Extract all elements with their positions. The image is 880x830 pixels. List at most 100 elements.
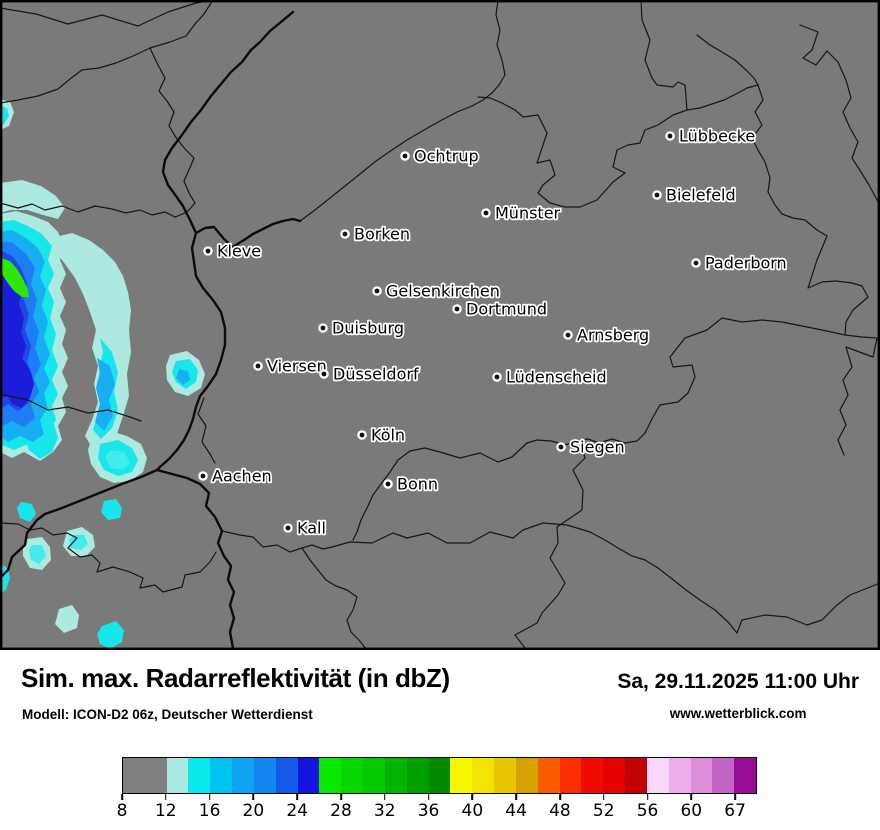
city-dot — [342, 231, 348, 237]
legend-tick-label-16: 16 — [198, 801, 221, 821]
city-marker-duisburg: Duisburg — [318, 317, 406, 339]
city-dot — [200, 473, 206, 479]
legend-tick-label-36: 36 — [417, 801, 440, 821]
city-dot — [693, 260, 699, 266]
city-marker-viersen: Viersen — [253, 355, 328, 377]
city-dot — [321, 371, 327, 377]
legend-segment-42 — [494, 758, 516, 793]
city-label-bonn: Bonn — [397, 475, 438, 494]
city-label-borken: Borken — [354, 225, 410, 244]
city-marker-gelsenkirchen: Gelsenkirchen — [372, 280, 502, 302]
city-marker-luedenscheid: Lüdenscheid — [492, 366, 608, 388]
country-borders — [0, 10, 302, 650]
legend-segment-56 — [646, 758, 669, 793]
legend-segment-44 — [515, 758, 538, 793]
legend-segment-16 — [210, 758, 233, 793]
city-dot — [565, 332, 571, 338]
legend-tick — [340, 794, 342, 800]
legend-segment-28 — [341, 758, 364, 793]
legend-tick — [427, 794, 430, 800]
city-dot — [205, 248, 211, 254]
city-dot — [255, 363, 261, 369]
legend-tick-label-56: 56 — [636, 801, 659, 821]
legend-segment-54 — [625, 758, 647, 793]
city-label-koeln: Köln — [371, 426, 405, 445]
legend-segment-32 — [384, 758, 407, 793]
city-label-muenster: Münster — [495, 204, 561, 223]
legend-tick-label-32: 32 — [373, 801, 396, 821]
legend-segment-40 — [472, 758, 495, 793]
model-info: Modell: ICON-D2 06z, Deutscher Wetterdie… — [22, 707, 313, 722]
legend-segment-58 — [668, 758, 691, 793]
city-label-dortmund: Dortmund — [466, 300, 547, 319]
legend-segment-48 — [559, 758, 582, 793]
legend-tick-label-8: 8 — [116, 801, 128, 821]
city-label-ochtrup: Ochtrup — [414, 147, 479, 166]
legend-tick — [252, 794, 255, 800]
city-marker-kleve: Kleve — [203, 240, 263, 262]
city-dot — [285, 525, 291, 531]
legend-segment-60 — [690, 758, 713, 793]
legend-tick — [646, 794, 649, 800]
legend-tick — [602, 794, 605, 800]
legend-tick-label-40: 40 — [461, 801, 484, 821]
city-label-luebbecke: Lübbecke — [679, 127, 755, 146]
city-dot — [654, 192, 660, 198]
city-label-siegen: Siegen — [570, 438, 625, 457]
legend-segment-63 — [712, 758, 735, 793]
city-dot — [320, 325, 326, 331]
legend-tick-label-12: 12 — [154, 801, 177, 821]
district-borders — [0, 0, 880, 650]
legend-segment-26 — [319, 758, 342, 793]
legend-tick-label-67: 67 — [724, 801, 746, 821]
city-dot — [385, 481, 391, 487]
city-label-viersen: Viersen — [267, 357, 327, 376]
legend-tick — [208, 794, 211, 800]
city-markers: Ochtrup Lübbecke Bielefeld Münster Borken Kle… — [198, 125, 788, 539]
legend-tick — [690, 794, 693, 800]
legend-segment-36 — [428, 758, 451, 793]
city-dot — [667, 133, 673, 139]
city-dot — [558, 444, 564, 450]
legend-segment-38 — [450, 758, 473, 793]
legend-tick — [121, 794, 123, 800]
legend-tick — [734, 794, 736, 800]
city-label-aachen: Aachen — [212, 467, 272, 486]
legend-segment-18 — [232, 758, 254, 793]
legend-segment-67 — [734, 758, 757, 793]
legend-tick-label-20: 20 — [242, 801, 265, 821]
legend-tick — [164, 794, 167, 800]
city-marker-muenster: Münster — [481, 202, 562, 224]
city-label-gelsenkirchen: Gelsenkirchen — [386, 282, 500, 301]
city-label-duisburg: Duisburg — [332, 319, 404, 338]
city-marker-arnsberg: Arnsberg — [563, 324, 651, 346]
caption-block: Sim. max. Radarreflektivität (in dbZ) Mo… — [0, 650, 880, 757]
city-label-duesseldorf: Düsseldorf — [333, 365, 419, 384]
legend-scale: 8 12 16 20 24 28 32 36 40 44 48 52 56 60 67 — [117, 757, 757, 830]
city-label-arnsberg: Arnsberg — [577, 326, 649, 345]
legend: 8 12 16 20 24 28 32 36 40 44 48 52 56 60 67 — [0, 757, 880, 830]
city-marker-aachen: Aachen — [198, 465, 273, 487]
radar-map-svg: Ochtrup Lübbecke Bielefeld Münster Borken Kle… — [0, 0, 880, 650]
legend-segment-8 — [123, 758, 167, 793]
legend-segment-14 — [188, 758, 211, 793]
legend-segment-34 — [406, 758, 429, 793]
city-dot — [402, 153, 408, 159]
city-marker-luebbecke: Lübbecke — [665, 125, 757, 147]
legend-tick — [471, 794, 474, 800]
map-background — [0, 0, 880, 650]
legend-tick — [383, 794, 386, 800]
city-marker-bielefeld: Bielefeld — [652, 184, 737, 206]
city-label-bielefeld: Bielefeld — [666, 186, 736, 205]
legend-tick — [559, 794, 561, 800]
city-marker-paderborn: Paderborn — [691, 252, 788, 274]
radar-map: Ochtrup Lübbecke Bielefeld Münster Borken Kle… — [0, 0, 880, 650]
city-label-kall: Kall — [297, 519, 326, 538]
city-label-paderborn: Paderborn — [705, 254, 787, 273]
legend-tick — [296, 794, 298, 800]
legend-segment-24 — [297, 758, 320, 793]
legend-tick-label-24: 24 — [286, 801, 308, 821]
legend-tick-label-44: 44 — [505, 801, 527, 821]
legend-segment-46 — [537, 758, 560, 793]
city-dot — [374, 288, 380, 294]
